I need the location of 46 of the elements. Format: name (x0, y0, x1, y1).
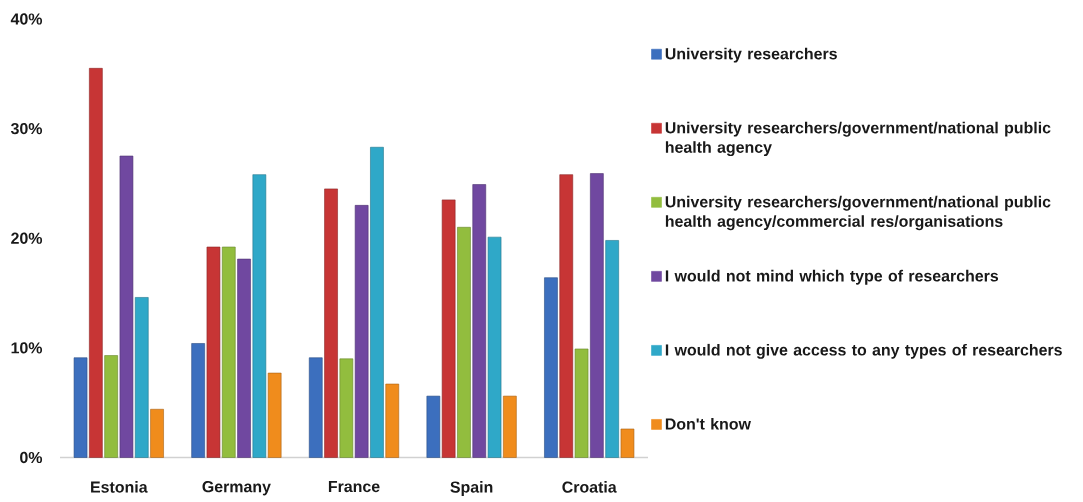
legend-label: University researchers/government/national public health agency (665, 121, 1051, 157)
bar (620, 428, 635, 458)
y-tick-label: 30% (10, 122, 43, 135)
bar (339, 358, 354, 458)
bar (206, 246, 221, 458)
y-tick-label: 0% (20, 451, 43, 464)
bar (559, 174, 574, 458)
bar (324, 188, 338, 458)
x-tick-label: Spain (450, 481, 493, 496)
bar (237, 258, 251, 458)
bar (308, 357, 323, 458)
y-tick-label: 10% (11, 342, 43, 354)
bar (605, 240, 619, 458)
bar (104, 355, 118, 458)
bar (267, 372, 282, 458)
bar (503, 395, 517, 458)
bar (221, 246, 236, 458)
bar (252, 174, 267, 458)
x-tick-label: Estonia (91, 481, 148, 493)
bar (89, 68, 103, 458)
legend-label: University researchers (665, 47, 837, 63)
bar (590, 173, 604, 458)
bar (487, 236, 502, 458)
x-tick-label: France (328, 481, 380, 493)
bar (73, 357, 88, 458)
bar (134, 297, 149, 458)
bar (457, 226, 471, 458)
x-tick-label: Germany (202, 481, 271, 496)
legend-label: I would not mind which type of researchers (665, 269, 999, 285)
bar (150, 408, 164, 458)
legend-label: I would not give access to any types of researchers (665, 343, 1062, 359)
bar (191, 343, 205, 458)
x-tick-label: Croatia (562, 481, 617, 493)
bar (544, 277, 558, 458)
bar (426, 395, 441, 458)
bar (574, 348, 589, 458)
bar (385, 383, 400, 458)
legend-label: Don't know (665, 417, 751, 430)
bar (354, 205, 369, 458)
bar (441, 199, 456, 458)
legend-label: University researchers/government/national public health agency/commercial res/organisations (665, 195, 1051, 231)
y-tick-label: 20% (11, 232, 43, 244)
bar (370, 146, 384, 458)
bar (472, 184, 487, 458)
y-tick-label: 40% (10, 13, 43, 25)
bar (119, 155, 134, 458)
